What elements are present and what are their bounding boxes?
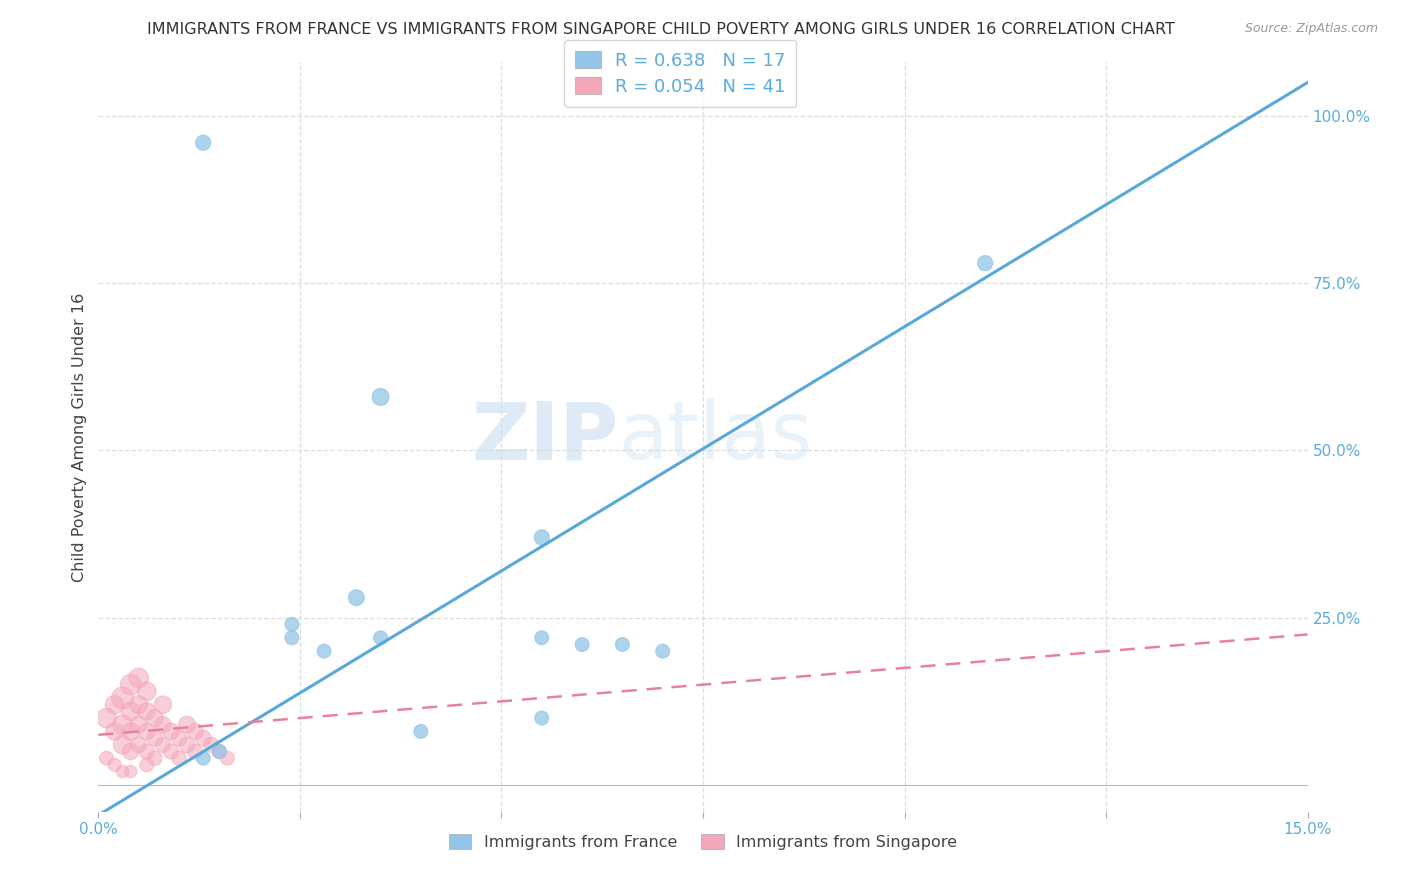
Point: [128, 738, 150, 752]
Point: [167, 731, 190, 746]
Point: [143, 711, 166, 725]
Point: [96, 711, 118, 725]
Point: [135, 744, 157, 758]
Point: [103, 724, 125, 739]
Point: [152, 717, 174, 731]
Point: [530, 530, 553, 544]
Legend: Immigrants from France, Immigrants from Singapore: Immigrants from France, Immigrants from …: [443, 827, 963, 856]
Point: [143, 751, 166, 765]
Text: Source: ZipAtlas.com: Source: ZipAtlas.com: [1244, 22, 1378, 36]
Point: [208, 744, 231, 758]
Point: [120, 678, 142, 692]
Point: [184, 744, 207, 758]
Point: [160, 724, 183, 739]
Point: [612, 637, 634, 651]
Point: [409, 724, 432, 739]
Point: [314, 644, 336, 658]
Point: [281, 631, 304, 645]
Point: [152, 698, 174, 712]
Point: [651, 644, 673, 658]
Point: [128, 717, 150, 731]
Point: [135, 758, 157, 772]
Point: [571, 637, 593, 651]
Point: [120, 705, 142, 719]
Text: IMMIGRANTS FROM FRANCE VS IMMIGRANTS FROM SINGAPORE CHILD POVERTY AMONG GIRLS UN: IMMIGRANTS FROM FRANCE VS IMMIGRANTS FRO…: [146, 22, 1175, 37]
Point: [176, 738, 198, 752]
Point: [135, 724, 157, 739]
Point: [974, 256, 997, 270]
Point: [193, 731, 215, 746]
Point: [111, 717, 134, 731]
Point: [344, 591, 367, 605]
Point: [103, 758, 125, 772]
Point: [193, 136, 215, 150]
Point: [96, 751, 118, 765]
Point: [370, 390, 392, 404]
Point: [135, 684, 157, 698]
Point: [193, 751, 215, 765]
Point: [120, 764, 142, 779]
Point: [111, 690, 134, 705]
Point: [370, 631, 392, 645]
Y-axis label: Child Poverty Among Girls Under 16: Child Poverty Among Girls Under 16: [72, 293, 87, 582]
Point: [128, 671, 150, 685]
Point: [184, 724, 207, 739]
Point: [530, 631, 553, 645]
Point: [120, 724, 142, 739]
Point: [160, 744, 183, 758]
Point: [208, 744, 231, 758]
Text: atlas: atlas: [619, 398, 813, 476]
Point: [530, 711, 553, 725]
Point: [217, 751, 239, 765]
Point: [167, 751, 190, 765]
Point: [111, 764, 134, 779]
Text: ZIP: ZIP: [471, 398, 619, 476]
Point: [152, 738, 174, 752]
Point: [135, 705, 157, 719]
Point: [143, 731, 166, 746]
Point: [200, 738, 222, 752]
Point: [128, 698, 150, 712]
Point: [176, 717, 198, 731]
Point: [111, 738, 134, 752]
Point: [281, 617, 304, 632]
Point: [103, 698, 125, 712]
Point: [120, 744, 142, 758]
